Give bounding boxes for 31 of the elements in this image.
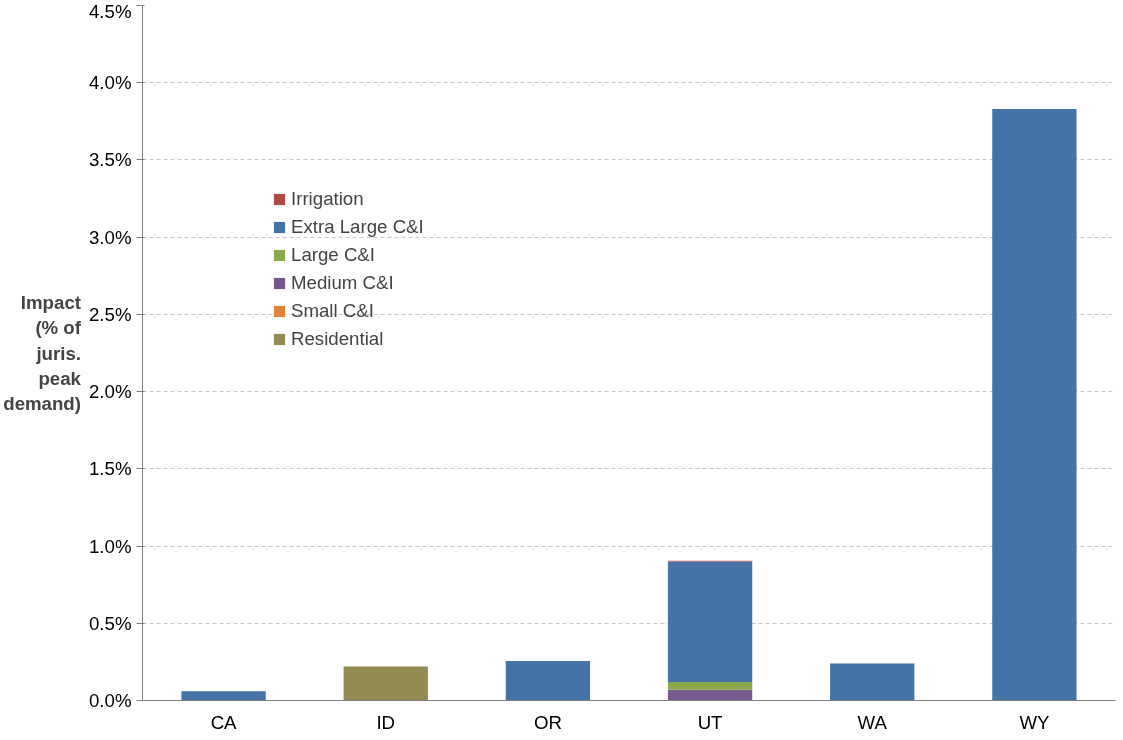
legend-label: Irrigation [291,188,364,210]
bar [667,561,753,682]
legend-label: Extra Large C&I [291,216,424,238]
y-tick-label: 0.0% [88,690,132,711]
bar [505,661,591,701]
y-tick-label: 0.5% [88,612,132,634]
y-tick-label: 1.0% [88,535,132,557]
y-tick-label: 2.0% [88,381,132,403]
x-tick-label: WY [1019,711,1050,733]
bar [830,663,915,701]
bar [992,108,1077,701]
y-axis-title: Impact (% of juris. peak demand) [3,292,82,414]
y-tick-label: 2.5% [88,303,132,325]
x-tick-label: CA [210,711,238,733]
legend-label: Small C&I [291,300,374,322]
bar [667,689,753,701]
x-tick-label: OR [533,711,562,733]
legend-label: Medium C&I [291,272,394,294]
legend-label: Residential [291,328,384,350]
x-tick-label: ID [376,711,396,733]
bar [181,691,266,701]
legend-label: Large C&I [291,244,375,266]
y-tick-label: 4.0% [88,72,132,94]
y-tick-label: 1.5% [88,458,132,480]
bar [343,666,428,701]
bar [667,681,753,690]
x-tick-label: WA [857,711,888,733]
y-tick-label: 4.5% [88,0,132,22]
y-tick-label: 3.0% [88,226,132,248]
y-tick-label: 3.5% [88,149,132,171]
x-tick-label: UT [697,711,723,733]
